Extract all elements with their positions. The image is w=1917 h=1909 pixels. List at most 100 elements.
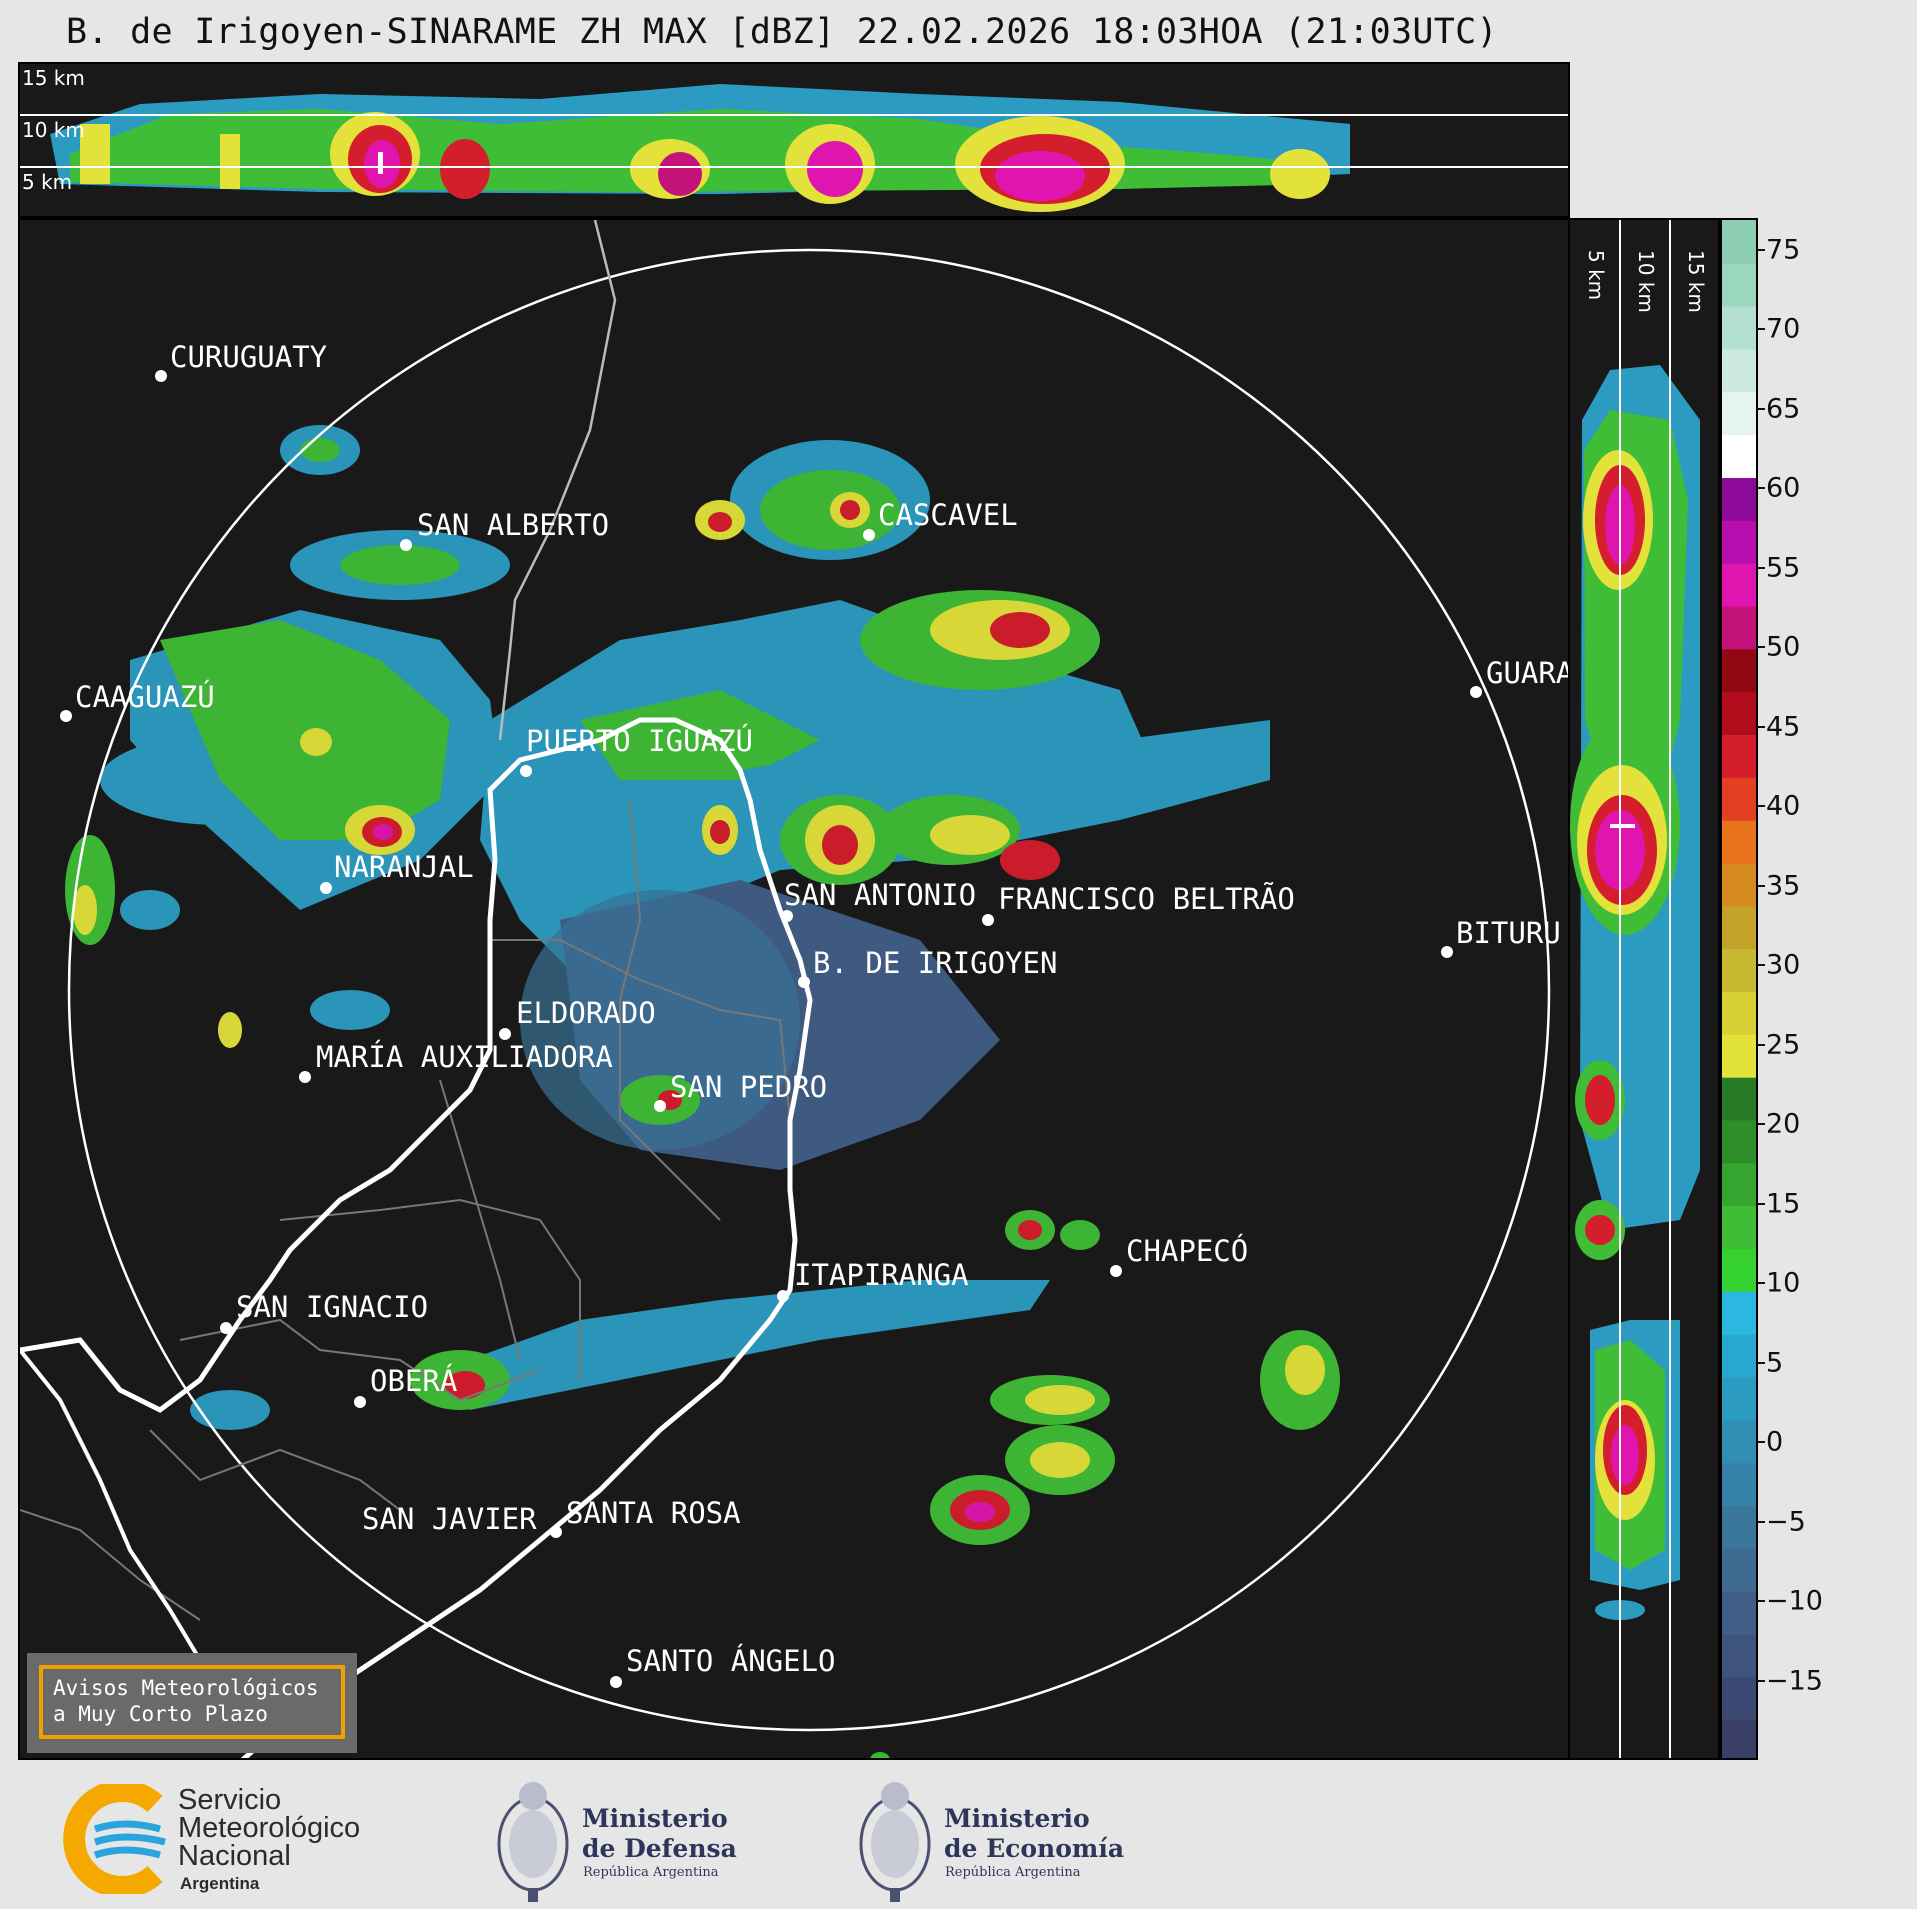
city-label-eldorado: ELDORADO (516, 996, 656, 1030)
top-km-label-10: 10 km (22, 118, 85, 142)
colorbar-tick-mark (1757, 725, 1765, 728)
colorbar-band (1722, 1633, 1756, 1678)
colorbar-tick-label: 0 (1766, 1426, 1784, 1458)
country-border-line (498, 220, 617, 741)
colorbar-tick-mark (1757, 328, 1765, 331)
colorbar-band (1722, 1590, 1756, 1635)
colorbar-band (1722, 948, 1756, 992)
colorbar (1720, 218, 1758, 1760)
city-marker (499, 1028, 511, 1040)
city-label-guara: GUARA (1486, 656, 1570, 690)
colorbar-tick-label: 15 (1766, 1188, 1801, 1220)
colorbar-tick-label: 5 (1766, 1347, 1784, 1379)
colorbar-tick-mark (1757, 1202, 1765, 1205)
defensa-line3: República Argentina (583, 1865, 719, 1880)
colorbar-band (1722, 391, 1756, 436)
smn-logo-line1: Servicio (178, 1784, 282, 1816)
river-border-line (20, 717, 813, 1758)
colorbar-tick-mark (1757, 1441, 1765, 1444)
colorbar-band (1722, 1376, 1756, 1421)
city-marker (610, 1676, 622, 1688)
colorbar-band (1722, 1248, 1756, 1292)
colorbar-band (1722, 1505, 1756, 1549)
side-cross-section-panel: 5 km 10 km 15 km (1570, 218, 1720, 1760)
avisos-box[interactable]: Avisos Meteorológicos a Muy Corto Plazo (27, 1653, 357, 1753)
colorbar-tick-label: 35 (1766, 870, 1801, 902)
city-label-puerto-iguazu: PUERTO IGUAZÚ (526, 724, 753, 758)
side-km-label-5: 5 km (1584, 250, 1608, 301)
colorbar-band (1722, 477, 1756, 521)
city-label-francisco-beltrao: FRANCISCO BELTRÃO (998, 882, 1295, 916)
colorbar-band (1722, 1205, 1756, 1249)
colorbar-tick-label: 45 (1766, 711, 1801, 743)
colorbar-tick-label: 55 (1766, 552, 1801, 584)
city-marker (60, 710, 72, 722)
colorbar-tick-label: 60 (1766, 472, 1801, 504)
colorbar-tick-mark (1757, 1361, 1765, 1364)
colorbar-tick-mark (1757, 1043, 1765, 1046)
colorbar-band (1722, 1719, 1756, 1758)
city-label-santo-angelo: SANTO ÁNGELO (626, 1644, 836, 1678)
city-marker (354, 1396, 366, 1408)
side-cross-section-image (1570, 220, 1700, 1758)
defensa-line1: Ministerio (582, 1804, 728, 1833)
colorbar-tick-mark (1757, 1679, 1765, 1682)
colorbar-tick-label: 25 (1766, 1029, 1801, 1061)
colorbar-band (1722, 776, 1756, 821)
defensa-line2: de Defensa (582, 1834, 737, 1863)
colorbar-tick-mark (1757, 884, 1765, 887)
colorbar-tick-mark (1757, 805, 1765, 808)
city-label-san-pedro: SAN PEDRO (670, 1070, 828, 1104)
city-label-santa-rosa: SANTA ROSA (566, 1496, 741, 1530)
city-marker (320, 882, 332, 894)
colorbar-band (1722, 1290, 1756, 1335)
colorbar-band (1722, 220, 1756, 264)
top-cross-section-image (20, 84, 1568, 212)
colorbar-tick-mark (1757, 566, 1765, 569)
smn-logo-icon (63, 1784, 166, 1894)
colorbar-band (1722, 905, 1756, 950)
colorbar-tick-mark (1757, 1123, 1765, 1126)
colorbar-tick-label: 65 (1766, 393, 1801, 425)
colorbar-tick-label: 75 (1766, 234, 1801, 266)
colorbar-band (1722, 562, 1756, 607)
colorbar-tick-mark (1757, 964, 1765, 967)
city-marker (781, 910, 793, 922)
colorbar-tick-label: 10 (1766, 1267, 1801, 1299)
city-marker (777, 1290, 789, 1302)
colorbar-band (1722, 1547, 1756, 1592)
colorbar-band (1722, 1033, 1756, 1078)
top-km-label-15: 15 km (22, 66, 85, 90)
city-label-bituru: BITURU (1456, 916, 1561, 950)
colorbar-tick-label: 20 (1766, 1108, 1801, 1140)
city-marker (520, 765, 532, 777)
city-marker (299, 1071, 311, 1083)
radar-map-panel: CURUGUATY SAN ALBERTO CASCAVEL CAAGUAZÚ … (18, 218, 1570, 1760)
city-label-san-javier: SAN JAVIER (362, 1502, 537, 1536)
city-label-cascavel: CASCAVEL (878, 498, 1018, 532)
city-marker (220, 1322, 232, 1334)
colorbar-tick-mark (1757, 1520, 1765, 1523)
colorbar-band (1722, 434, 1756, 478)
city-marker (400, 539, 412, 551)
colorbar-tick-label: 70 (1766, 313, 1801, 345)
city-marker (982, 914, 994, 926)
city-label-naranjal: NARANJAL (334, 850, 474, 884)
colorbar-band (1722, 734, 1756, 778)
colorbar-tick-label: 30 (1766, 949, 1801, 981)
footer: Servicio Meteorológico Nacional Argentin… (0, 1762, 1917, 1909)
smn-logo-line3: Nacional (178, 1840, 291, 1872)
economia-shield-icon (859, 1782, 931, 1902)
colorbar-tick-mark (1757, 487, 1765, 490)
province-borders (20, 799, 791, 1621)
colorbar-band (1722, 1119, 1756, 1164)
colorbar-tick-mark (1757, 646, 1765, 649)
city-label-itapiranga: ITAPIRANGA (794, 1258, 969, 1292)
colorbar-tick-mark (1757, 248, 1765, 251)
city-label-san-ignacio: SAN IGNACIO (236, 1290, 429, 1324)
colorbar-tick-label: −15 (1766, 1665, 1823, 1696)
range-ring (67, 248, 1551, 1732)
colorbar-band (1722, 1333, 1756, 1378)
radar-echoes (65, 425, 1340, 1758)
colorbar-band (1722, 262, 1756, 307)
